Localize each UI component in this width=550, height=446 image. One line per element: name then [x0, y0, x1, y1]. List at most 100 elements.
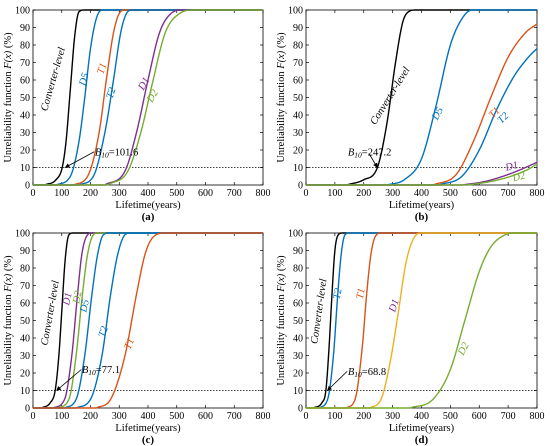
y-tick-label: 90 [20, 23, 30, 34]
y-tick-label: 70 [20, 281, 30, 292]
x-tick-label: 0 [304, 411, 309, 422]
x-tick-label: 300 [385, 411, 400, 422]
series-label-d1: D1 [61, 292, 75, 308]
x-tick-label: 500 [169, 411, 184, 422]
x-tick-label: 500 [169, 188, 184, 199]
series-line-converter-level [33, 232, 263, 409]
y-tick-label: 50 [20, 93, 30, 104]
x-tick-label: 500 [443, 188, 458, 199]
y-axis-label: Unreliability function F(x) (%) [3, 32, 14, 163]
series-label-d1: D1 [387, 298, 402, 315]
series-line-t1 [306, 23, 538, 186]
series-line-d2 [306, 232, 537, 409]
y-tick-label: 30 [293, 128, 303, 139]
x-tick-label: 200 [356, 411, 371, 422]
panel-label: (d) [415, 434, 429, 446]
x-axis-label: Lifetime(years) [389, 423, 455, 434]
y-tick-label: 20 [20, 369, 30, 380]
y-tick-label: 0 [298, 181, 303, 192]
series-label-t2: T2 [97, 324, 111, 339]
series-label-d1: D1 [503, 160, 519, 174]
x-axis-label: Lifetime(years) [389, 200, 455, 211]
y-tick-label: 80 [20, 41, 30, 52]
x-tick-label: 100 [327, 188, 342, 199]
x-tick-label: 300 [385, 188, 400, 199]
chart-panel-4: 0 100 200 300 400 500 600 700 800 0 10 20 30 40 50 60 70… [276, 229, 545, 446]
x-tick-label: 200 [83, 188, 98, 199]
x-tick-label: 100 [54, 188, 69, 199]
y-tick-label: 40 [293, 334, 303, 345]
series-label-d2: D2 [71, 289, 85, 306]
y-tick-label: 90 [293, 246, 303, 257]
x-tick-label: 0 [31, 411, 36, 422]
y-tick-label: 0 [298, 404, 303, 415]
y-tick-label: 10 [293, 163, 303, 174]
y-axis-label: Unreliability function F(x) (%) [276, 32, 287, 163]
b10-arrow [368, 153, 378, 168]
plot-frame [32, 232, 264, 409]
x-axis-label: Lifetime(years) [115, 200, 181, 211]
panel-label: (c) [142, 434, 155, 446]
series-line-t2 [33, 232, 263, 409]
x-tick-label: 200 [356, 188, 371, 199]
y-axis-label: Unreliability function F(x) (%) [276, 255, 287, 386]
x-tick-label: 600 [198, 411, 213, 422]
y-tick-label: 30 [20, 128, 30, 139]
y-tick-label: 10 [20, 386, 30, 397]
y-tick-label: 50 [293, 93, 303, 104]
x-tick-label: 600 [198, 188, 213, 199]
series-label-t1: T1 [355, 287, 368, 300]
y-tick-label: 80 [20, 264, 30, 275]
x-tick-label: 600 [472, 188, 487, 199]
b10-arrow [327, 370, 348, 391]
y-tick-label: 60 [293, 76, 303, 87]
y-tick-label: 40 [293, 111, 303, 122]
b10-arrow [56, 369, 82, 391]
y-tick-label: 60 [20, 76, 30, 87]
series-line-d1 [33, 232, 263, 409]
y-axis-label: Unreliability function F(x) (%) [3, 255, 14, 386]
b10-arrow [64, 151, 95, 168]
y-tick-label: 30 [20, 351, 30, 362]
series-label-t2: T2 [332, 287, 345, 301]
y-tick-label: 50 [293, 316, 303, 327]
y-tick-label: 30 [293, 351, 303, 362]
x-tick-label: 0 [31, 188, 36, 199]
b10-annotation: B10=247.2 [348, 147, 391, 159]
y-tick-label: 100 [288, 229, 303, 240]
series-label-d5: D5 [78, 299, 92, 315]
y-tick-label: 40 [20, 334, 30, 345]
x-tick-label: 300 [112, 188, 127, 199]
x-tick-label: 400 [414, 411, 429, 422]
y-tick-label: 60 [20, 299, 30, 310]
x-tick-label: 100 [54, 411, 69, 422]
chart-panel-3: 0 100 200 300 400 500 600 700 800 0 10 20 30 40 50 60 70… [3, 229, 271, 446]
x-tick-label: 400 [414, 188, 429, 199]
panel-label: (b) [415, 211, 429, 223]
x-tick-label: 0 [304, 188, 309, 199]
x-axis-label: Lifetime(years) [115, 423, 181, 434]
x-tick-label: 800 [256, 188, 271, 199]
x-tick-label: 800 [256, 411, 271, 422]
series-label-converter-level: Converter-level [40, 280, 62, 347]
y-tick-label: 100 [15, 6, 30, 17]
y-tick-label: 20 [20, 146, 30, 157]
x-tick-label: 100 [327, 411, 342, 422]
series-line-d2 [33, 232, 263, 409]
y-tick-label: 10 [293, 386, 303, 397]
series-line-d5 [33, 232, 263, 409]
y-tick-label: 70 [20, 58, 30, 69]
x-tick-label: 800 [530, 188, 545, 199]
panel-label: (a) [142, 211, 155, 223]
y-tick-label: 50 [20, 316, 30, 327]
series-line-t2 [306, 232, 537, 409]
y-tick-label: 0 [25, 404, 30, 415]
series-label-converter-level: Converter-level [39, 46, 68, 112]
x-tick-label: 600 [472, 411, 487, 422]
x-tick-label: 700 [501, 188, 516, 199]
y-tick-label: 70 [293, 58, 303, 69]
x-tick-label: 800 [530, 411, 545, 422]
b10-annotation: B10=101.6 [95, 147, 138, 159]
y-tick-label: 80 [293, 41, 303, 52]
